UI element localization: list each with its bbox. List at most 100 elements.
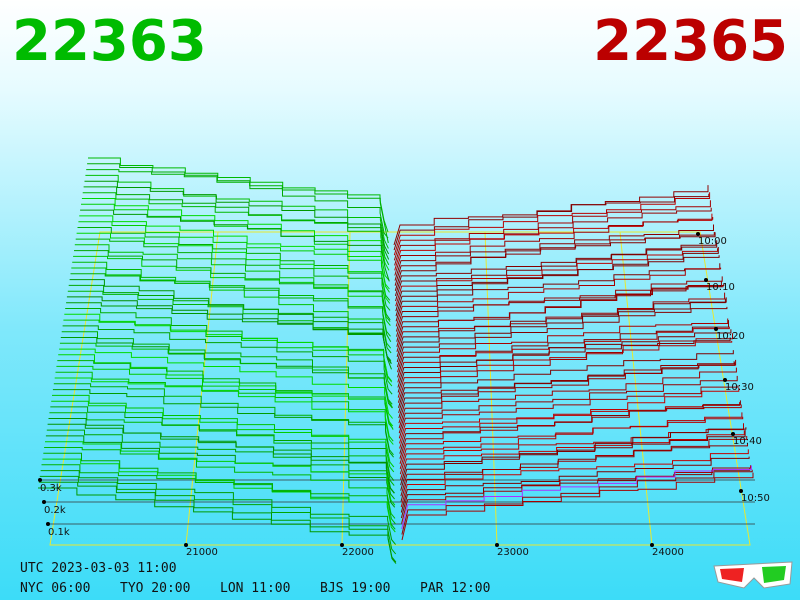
bid-depth-line [38,487,397,564]
bid-depth-line [62,325,393,395]
bid-depth-line [82,192,390,266]
bid-depth-line [59,348,393,419]
ask-depth-line [394,217,714,276]
ask-depth-line [396,284,725,347]
ask-depth-line [401,472,754,541]
ask-depth-line [394,242,717,297]
bid-depth-line [60,337,393,409]
volume-tick: 0.2k [44,505,66,516]
tick-dot [696,232,700,236]
grid-line [341,231,351,546]
bid-depth-line [87,163,389,239]
ask-depth-line [400,443,748,502]
tick-dot [731,432,735,436]
ask-depth-line [400,427,747,491]
tick-dot [650,543,654,547]
ask-depth-line [398,359,737,424]
ask-depth-line [396,306,728,368]
bid-depth-line [80,209,390,282]
bid-depth [38,157,397,564]
glasses-lens-green [762,566,786,583]
tick-dot [714,327,718,331]
tick-dot [739,489,743,493]
tick-dot [495,543,499,547]
ask-depth-line [396,285,724,342]
bid-price: 22363 [12,9,207,74]
time-tick: 10:00 [698,236,727,247]
ask-depth-line [396,292,726,352]
bid-depth-line [56,365,394,430]
ask-depth-line [401,465,752,530]
ask-depth-line [400,467,751,519]
ask-depth-line [401,469,753,535]
bid-depth-line [49,412,395,486]
city-clock: BJS 19:00 [320,581,390,596]
ask-depth-line [398,361,735,414]
bid-depth-line [70,273,392,343]
bid-depth-line [42,458,396,533]
utc-time: UTC 2023-03-03 11:00 [20,561,177,576]
bid-depth-line [59,342,393,408]
bid-depth-line [69,279,392,362]
bid-depth-line [61,331,393,405]
ask-depth-line [394,207,712,266]
bid-depth-line [47,423,395,494]
bid-depth-line [84,180,390,255]
time-tick: 10:40 [733,436,762,447]
bid-depth-line [44,447,396,519]
grid-line [619,231,653,546]
glasses-lens-red [720,568,744,582]
city-clock: LON 11:00 [220,581,290,596]
bid-depth-line [74,244,391,322]
bid-depth-line [81,198,390,271]
price-axis: 21000 22000 23000 24000 [184,543,684,558]
bid-depth-line [73,255,391,326]
ask-depth-line [393,193,710,251]
time-tick: 10:50 [741,493,770,504]
volume-planes [40,479,755,525]
ask-depth-line [400,430,745,480]
ask-depth-line [398,362,736,419]
ask-depth-line [399,402,741,449]
bid-depth-line [78,221,390,293]
ask-price: 22365 [593,9,788,74]
ask-depth-line [397,318,729,373]
bid-depth-line [57,360,394,429]
ask-depth-line [394,232,716,291]
bid-depth-line [71,267,392,349]
bid-depth-line [52,389,394,458]
ask-depth-line [395,280,722,332]
ask-depth-line [396,297,727,363]
ask-depth-line [395,247,719,312]
ask-depth-line [397,333,733,403]
ask-depth-line [395,240,718,302]
time-tick: 10:30 [725,382,754,393]
ask-depth-line [396,276,723,337]
bid-depth-line [54,377,394,445]
ask-depth-line [397,326,730,383]
city-clock: PAR 12:00 [420,581,490,596]
volume-tick: 0.3k [40,483,62,494]
ask-depth-line [400,429,746,486]
ask-depth-line [399,412,743,464]
price-tick: 24000 [652,547,684,558]
bid-depth-line [63,319,393,387]
ask-depth-line [394,224,714,281]
tick-dot [46,522,50,526]
bid-depth-line [41,464,396,525]
3d-glasses-button[interactable] [713,561,793,589]
tick-dot [340,543,344,547]
ask-depth-line [400,449,749,508]
price-tick: 23000 [497,547,529,558]
ask-depth-line [400,436,748,497]
bid-depth-line [46,429,395,500]
city-clock: TYO 20:00 [120,581,190,596]
ask-depth-line [395,248,718,307]
floor-outline [49,231,751,546]
ask-depth-line [400,456,750,513]
ask-depth-line [393,200,711,261]
ask-depth-line [395,267,722,327]
ask-depth-line [397,340,733,398]
ask-depth-line [398,350,734,408]
